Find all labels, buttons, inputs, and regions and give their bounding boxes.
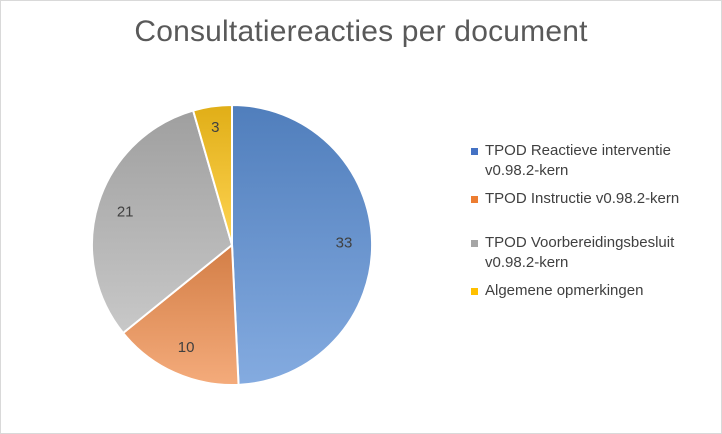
pie-slice: [231, 103, 374, 386]
slice-data-label: 10: [178, 339, 195, 356]
legend-swatch: [471, 148, 478, 155]
pie-slice: [91, 109, 234, 335]
legend-swatch: [471, 240, 478, 247]
chart-title: Consultatiereacties per document: [134, 15, 588, 48]
pie-slice: [191, 103, 233, 246]
legend-label: Algemene opmerkingen: [485, 282, 644, 299]
legend: TPOD Reactieve interventie v0.98.2-kern …: [471, 141, 711, 309]
legend-item-instructie: TPOD Instructie v0.98.2-kern: [471, 189, 711, 209]
legend-label: TPOD Instructie v0.98.2-kern: [485, 190, 680, 207]
legend-item-reactieve-interventie: TPOD Reactieve interventie v0.98.2-kern: [471, 141, 711, 181]
slice-data-label: 33: [336, 234, 353, 251]
legend-item-algemene-opmerkingen: Algemene opmerkingen: [471, 281, 711, 301]
legend-swatch: [471, 196, 478, 203]
legend-label: v0.98.2-kern: [485, 162, 569, 179]
legend-swatch: [471, 288, 478, 295]
legend-label: TPOD Reactieve interventie: [485, 142, 671, 159]
slice-data-label: 21: [117, 203, 134, 220]
slice-data-label: 3: [211, 119, 219, 136]
legend-label: v0.98.2-kern: [485, 254, 569, 271]
pie-slice: [121, 242, 240, 386]
legend-label: TPOD Voorbereidingsbesluit: [485, 234, 675, 251]
legend-item-voorbereidingsbesluit: TPOD Voorbereidingsbesluit v0.98.2-kern: [471, 233, 711, 273]
